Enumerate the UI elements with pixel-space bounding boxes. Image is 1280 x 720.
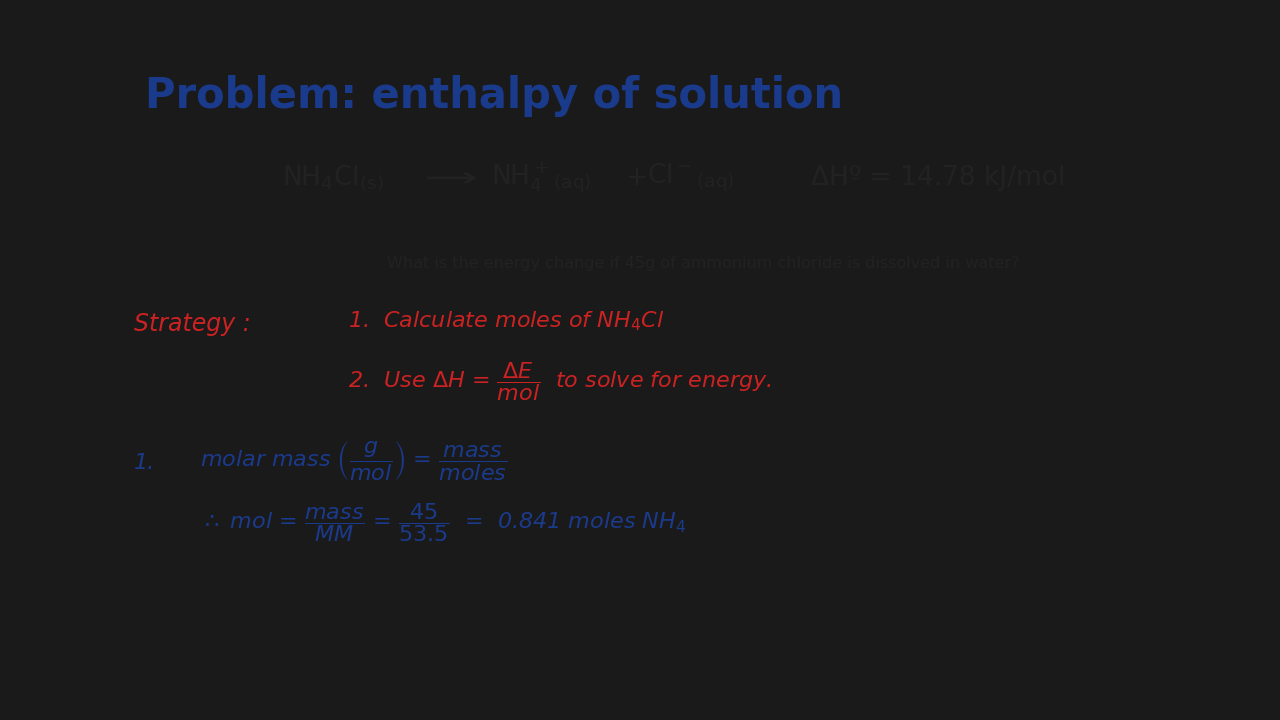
Text: +: +	[626, 165, 648, 191]
Text: molar mass $\left(\dfrac{g}{mol}\right)$ = $\dfrac{mass}{moles}$: molar mass $\left(\dfrac{g}{mol}\right)$…	[200, 439, 507, 482]
Text: Cl$^-$$_{\mathregular{(aq)}}$: Cl$^-$$_{\mathregular{(aq)}}$	[646, 162, 735, 194]
Text: NH$_4$Cl$_{\mathregular{(s)}}$: NH$_4$Cl$_{\mathregular{(s)}}$	[283, 163, 384, 193]
Text: Problem: enthalpy of solution: Problem: enthalpy of solution	[145, 75, 842, 117]
Text: Strategy :: Strategy :	[133, 312, 251, 336]
Text: What is the energy change if 45g of ammonium chloride is dissolved in water?: What is the energy change if 45g of ammo…	[387, 256, 1019, 271]
Text: 2.  Use $\Delta$H = $\dfrac{\Delta E}{mol}$  to solve for energy.: 2. Use $\Delta$H = $\dfrac{\Delta E}{mol…	[348, 360, 772, 402]
Text: NH$_4^+$$_{\mathregular{(aq)}}$: NH$_4^+$$_{\mathregular{(aq)}}$	[492, 161, 591, 195]
Text: ΔHº = 14.78 kJ/mol: ΔHº = 14.78 kJ/mol	[810, 165, 1065, 191]
Text: $\therefore$ mol = $\dfrac{mass}{MM}$ = $\dfrac{45}{53.5}$  =  0.841 moles NH$_4: $\therefore$ mol = $\dfrac{mass}{MM}$ = …	[200, 501, 686, 544]
Text: 1.  Calculate moles of NH$_4$Cl: 1. Calculate moles of NH$_4$Cl	[348, 310, 664, 333]
Text: 1.: 1.	[133, 453, 155, 472]
